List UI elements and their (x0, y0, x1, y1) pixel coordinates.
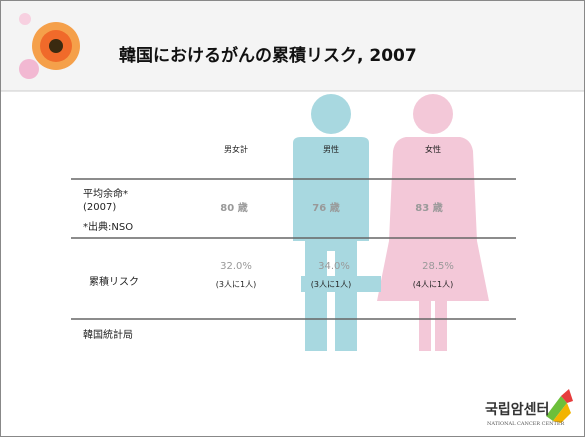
logo-mark (546, 389, 573, 423)
row-label: 累積リスク (89, 273, 139, 288)
cell-note: (3人に1人) (311, 279, 351, 290)
column-header: 男女計 (224, 144, 248, 155)
male-figure (293, 94, 369, 351)
cell-value: 80 歳 (220, 199, 247, 214)
column-header: 女性 (425, 144, 441, 155)
cell-value: 76 歳 (312, 199, 339, 214)
cell-note: (4人に1人) (413, 279, 453, 290)
logo-subtitle: NATIONAL CANCER CENTER (487, 421, 564, 427)
row-label: 平均余命* (83, 185, 128, 200)
source-label: 韓国統計局 (83, 326, 133, 341)
cell-value: 83 歳 (415, 199, 442, 214)
row-label: (2007) (83, 202, 116, 213)
row-label: *出典:NSO (83, 218, 133, 233)
slide-title: 韓国におけるがんの累積リスク, 2007 (119, 41, 417, 66)
column-header: 男性 (323, 144, 339, 155)
cell-value: 32.0% (220, 261, 252, 272)
female-figure (377, 94, 489, 351)
slide: 韓国におけるがんの累積リスク, 2007 男女計 男性 女性 平均余命* (20… (0, 0, 585, 437)
cell-value: 28.5% (422, 261, 454, 272)
logo-name: 국립암센터 (485, 399, 549, 419)
cell-note: (3人に1人) (216, 279, 256, 290)
cell-value: 34.0% (318, 261, 350, 272)
